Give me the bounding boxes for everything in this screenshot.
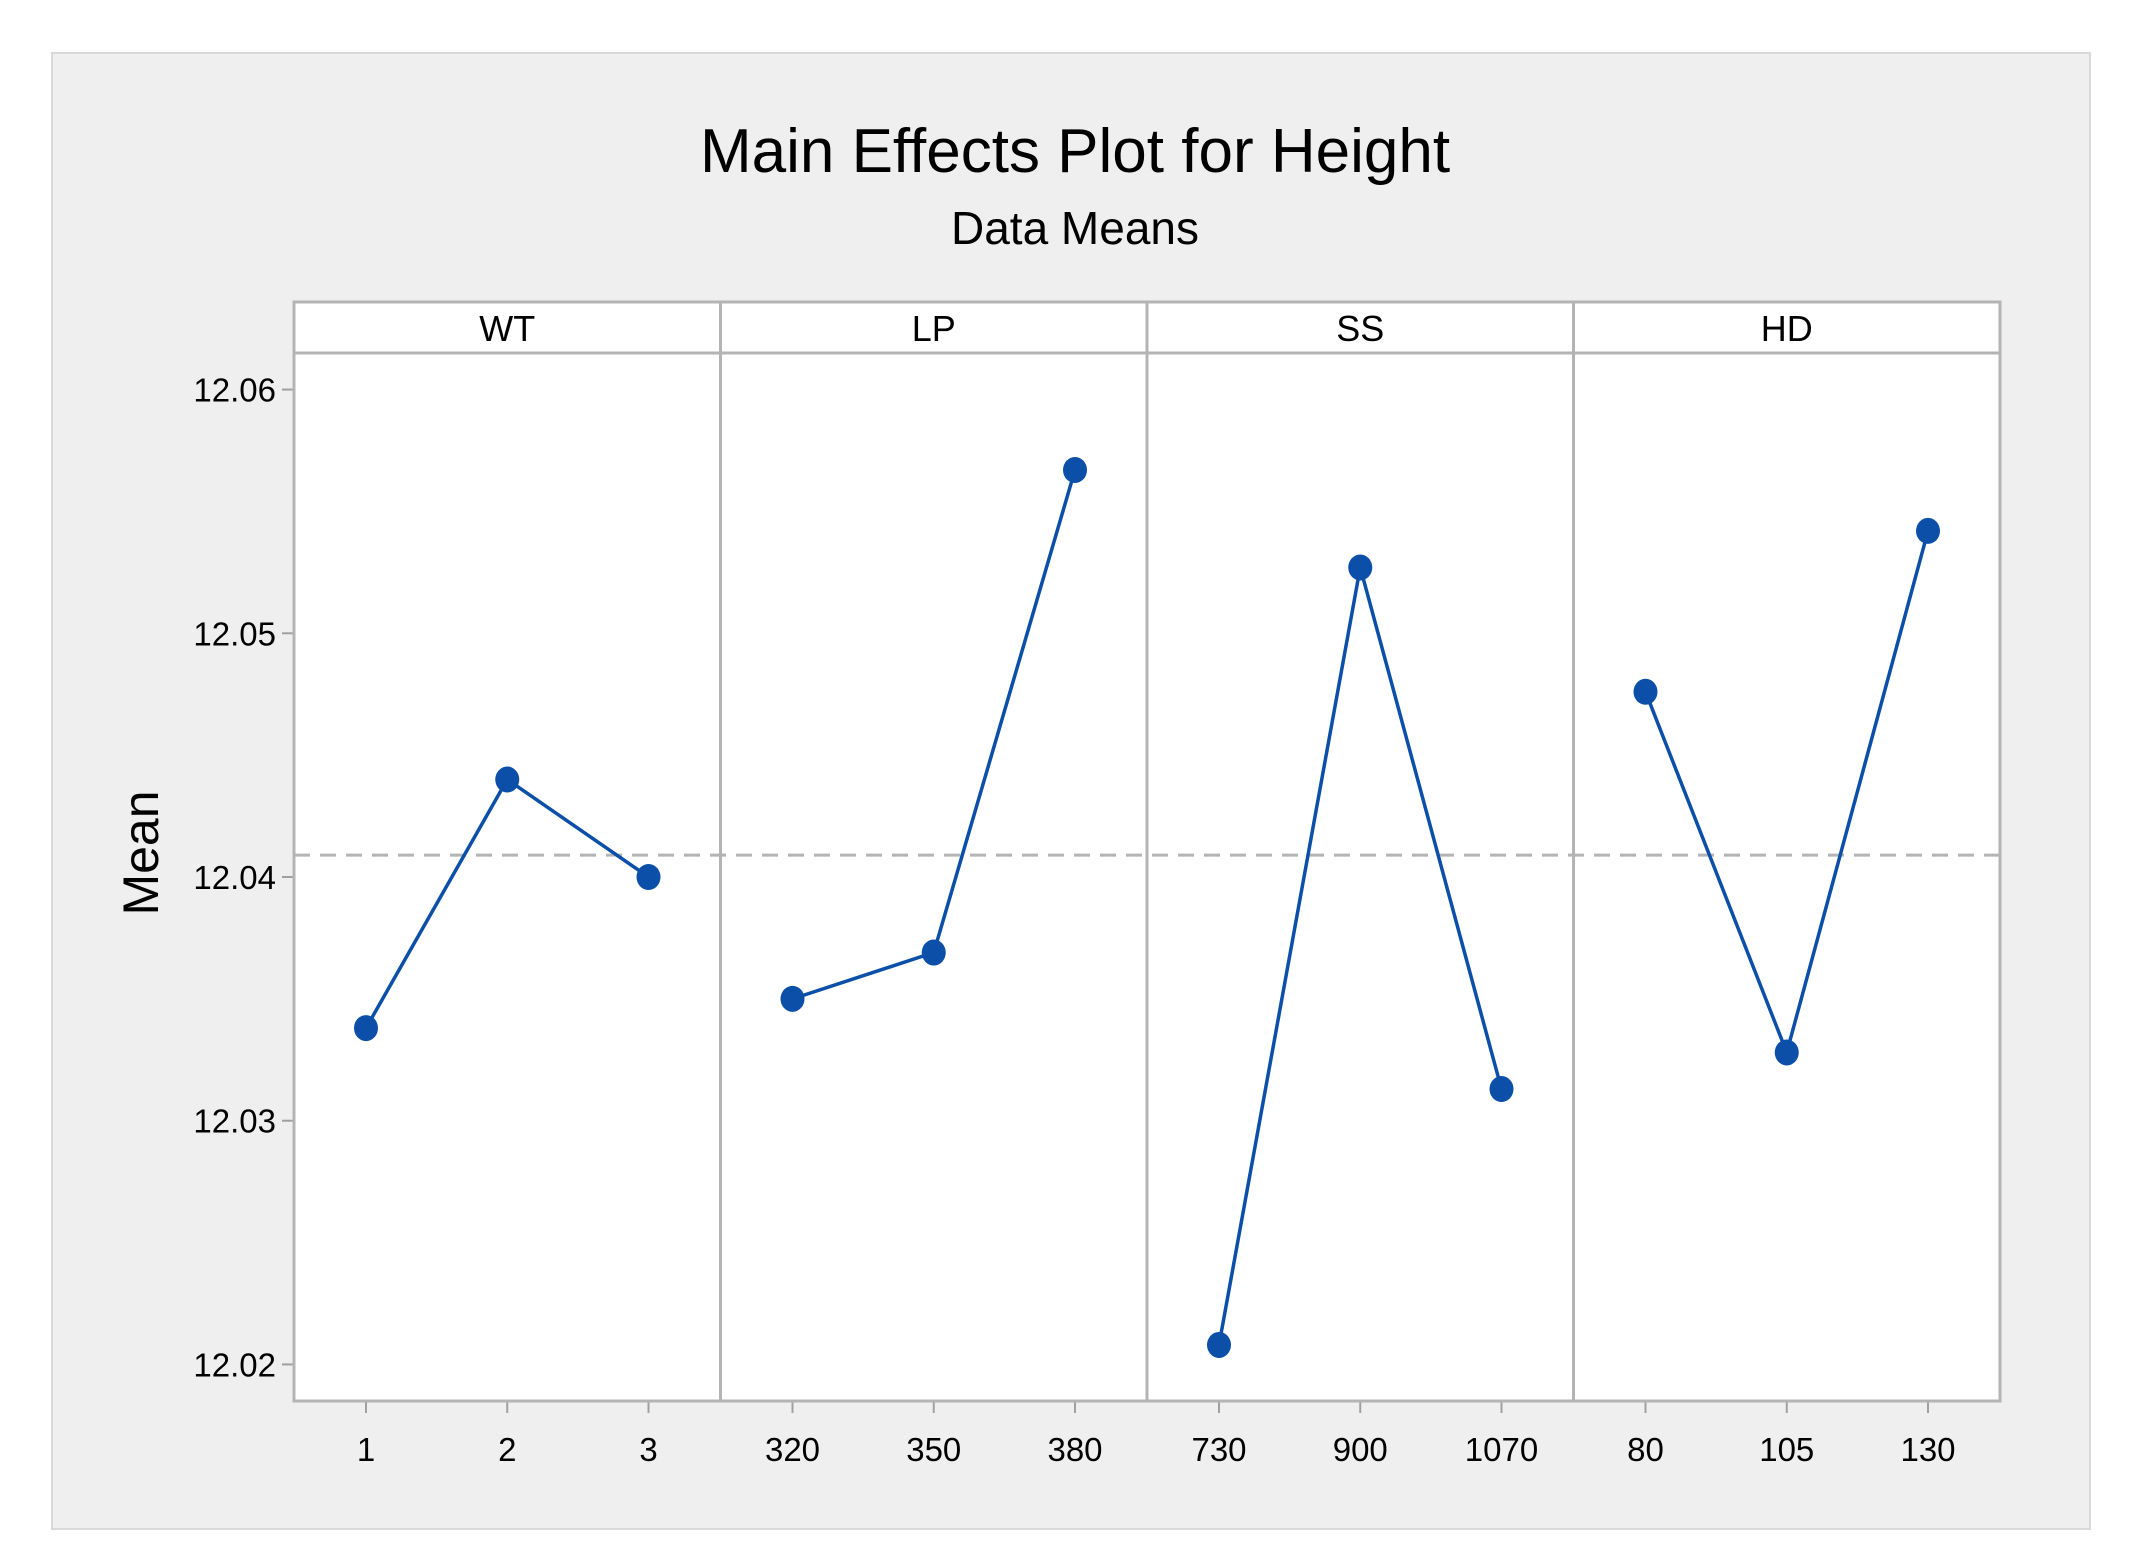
panel-label-ss: SS: [1336, 308, 1384, 349]
panel-label-wt: WT: [479, 308, 535, 349]
x-tick-label: 1: [357, 1431, 375, 1468]
y-tick-label: 12.04: [193, 859, 276, 896]
data-point-lp: [780, 985, 805, 1012]
data-point-hd: [1916, 517, 1940, 544]
x-tick-label: 1070: [1465, 1431, 1538, 1468]
data-point-hd: [1633, 678, 1658, 705]
data-point-hd: [1774, 1039, 1799, 1066]
x-tick-label: 900: [1333, 1431, 1388, 1468]
data-point-ss: [1207, 1331, 1231, 1358]
y-tick-label: 12.05: [193, 615, 276, 652]
x-tick-label: 130: [1900, 1431, 1955, 1468]
x-tick-label: 350: [906, 1431, 961, 1468]
data-point-lp: [921, 939, 946, 966]
y-axis-title: Mean: [113, 790, 169, 915]
plot-area: 12.02 12.03 12.04 12.05 12.06 WT 1 2 3 LP 320 350 38…: [193, 300, 2002, 1468]
x-tick-label: 2: [498, 1431, 516, 1468]
data-point-wt: [495, 766, 520, 793]
data-point-wt: [636, 864, 661, 890]
plot-border: [292, 300, 2002, 1403]
x-tick-label: 380: [1047, 1431, 1102, 1468]
x-tick-label: 320: [765, 1431, 820, 1468]
panel-label-hd: HD: [1761, 308, 1813, 349]
y-tick-label: 12.06: [193, 372, 276, 409]
data-point-lp: [1063, 456, 1087, 483]
x-tick-label: 3: [639, 1431, 657, 1468]
data-point-ss: [1489, 1076, 1514, 1103]
x-tick-label: 80: [1627, 1431, 1664, 1468]
panel-label-lp: LP: [912, 308, 956, 349]
data-point-ss: [1348, 554, 1373, 581]
x-tick-label: 105: [1759, 1431, 1814, 1468]
y-tick-label: 12.03: [193, 1103, 276, 1140]
y-tick-label: 12.02: [193, 1346, 276, 1383]
data-point-wt: [354, 1015, 378, 1042]
x-tick-label: 730: [1191, 1431, 1246, 1468]
chart-subtitle: Data Means: [951, 202, 1199, 254]
chart-title: Main Effects Plot for Height: [700, 117, 1450, 186]
